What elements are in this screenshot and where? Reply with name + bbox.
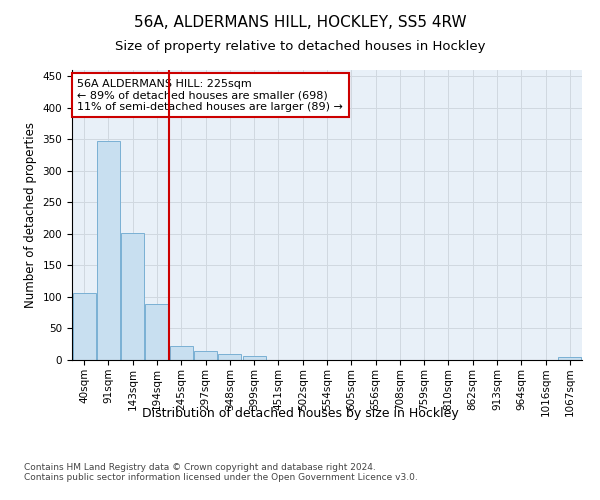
Text: 56A, ALDERMANS HILL, HOCKLEY, SS5 4RW: 56A, ALDERMANS HILL, HOCKLEY, SS5 4RW	[134, 15, 466, 30]
Bar	[97, 141, 120, 360]
Bar	[242, 356, 266, 360]
Y-axis label: Number of detached properties: Number of detached properties	[24, 122, 37, 308]
Bar	[218, 354, 241, 360]
Bar	[145, 304, 169, 360]
Text: Size of property relative to detached houses in Hockley: Size of property relative to detached ho…	[115, 40, 485, 53]
Bar	[559, 357, 581, 360]
Text: Contains HM Land Registry data © Crown copyright and database right 2024.
Contai: Contains HM Land Registry data © Crown c…	[24, 462, 418, 482]
Bar	[121, 234, 144, 360]
Bar	[194, 350, 217, 360]
Bar	[170, 346, 193, 360]
Text: 56A ALDERMANS HILL: 225sqm
← 89% of detached houses are smaller (698)
11% of sem: 56A ALDERMANS HILL: 225sqm ← 89% of deta…	[77, 78, 343, 112]
Text: Distribution of detached houses by size in Hockley: Distribution of detached houses by size …	[142, 408, 458, 420]
Bar	[73, 292, 95, 360]
